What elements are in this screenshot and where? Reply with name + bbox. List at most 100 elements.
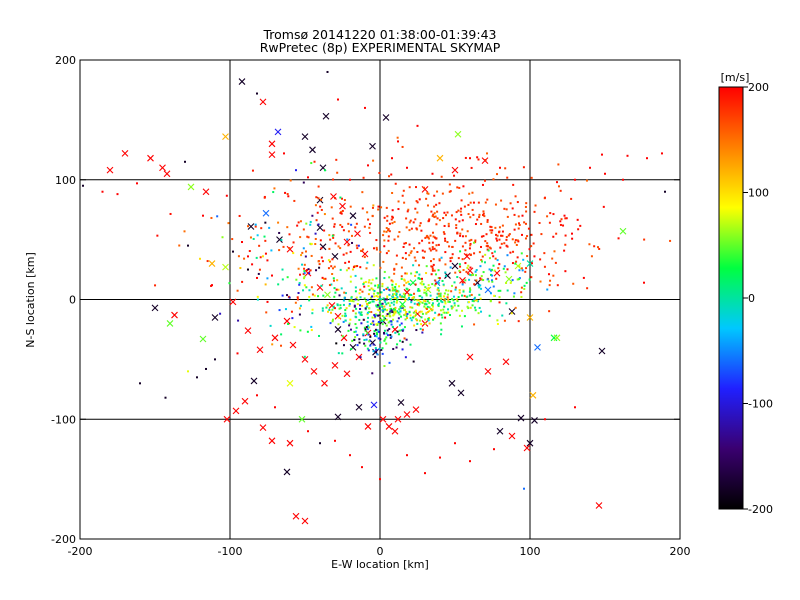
data-point-dot xyxy=(333,223,336,226)
data-point-dot xyxy=(468,287,471,290)
data-point-dot xyxy=(451,253,454,256)
data-point-dot xyxy=(403,326,406,329)
data-point-dot xyxy=(314,243,317,246)
data-point-x xyxy=(370,401,378,409)
data-point-dot xyxy=(331,320,334,323)
data-point-dot xyxy=(590,255,593,258)
data-point-dot xyxy=(457,257,460,260)
data-point-dot xyxy=(468,247,471,250)
data-point-dot xyxy=(490,273,493,276)
data-point-dot xyxy=(467,264,470,267)
data-point-dot xyxy=(391,280,394,283)
data-point-dot xyxy=(423,305,426,308)
data-point-dot xyxy=(358,338,361,341)
data-point-x xyxy=(526,439,534,447)
data-point-dot xyxy=(371,316,374,319)
data-point-dot xyxy=(408,254,411,257)
data-point-dot xyxy=(469,244,472,247)
data-point-dot xyxy=(544,418,546,421)
data-point-dot xyxy=(437,269,440,272)
data-point-dot xyxy=(363,285,366,288)
data-point-dot xyxy=(420,310,423,313)
data-point-dot xyxy=(485,233,488,236)
data-point-dot xyxy=(466,295,469,298)
data-point-dot xyxy=(383,329,386,332)
data-point-dot xyxy=(424,286,427,289)
data-point-dot xyxy=(401,256,404,259)
data-point-dot xyxy=(574,178,576,181)
data-point-x xyxy=(505,275,513,283)
data-point-dot xyxy=(325,306,328,309)
data-point-dot xyxy=(505,281,508,284)
data-point-dot xyxy=(469,216,472,219)
data-point-dot xyxy=(483,215,486,218)
data-point-dot xyxy=(362,318,365,321)
data-point-dot xyxy=(320,256,323,259)
data-point-dot xyxy=(437,295,440,298)
data-point-dot xyxy=(447,225,450,228)
data-point-dot xyxy=(440,313,443,316)
data-point-dot xyxy=(327,259,330,262)
data-point-dot xyxy=(411,306,414,309)
y-tick-label: 100 xyxy=(55,174,76,187)
data-point-dot xyxy=(458,186,461,189)
data-point-x xyxy=(187,183,195,191)
data-point-dot xyxy=(463,205,466,208)
data-point-dot xyxy=(520,252,523,255)
data-point-dot xyxy=(463,315,466,318)
data-point-dot xyxy=(481,183,484,186)
data-point-dot xyxy=(448,245,451,248)
data-point-dot xyxy=(417,299,420,302)
data-point-dot xyxy=(565,217,568,220)
data-point-dot xyxy=(461,228,464,231)
y-axis-label: N-S location [km] xyxy=(24,252,37,348)
data-point-dot xyxy=(403,314,406,317)
data-point-dot xyxy=(404,257,407,260)
data-point-dot xyxy=(428,218,431,221)
data-point-dot xyxy=(329,322,332,325)
data-point-dot xyxy=(422,256,425,259)
data-point-dot xyxy=(397,290,400,293)
data-point-dot xyxy=(378,284,381,287)
data-point-dot xyxy=(455,298,458,301)
data-point-dot xyxy=(428,301,431,304)
data-point-dot xyxy=(404,272,407,275)
data-point-dot xyxy=(271,343,274,346)
data-point-dot xyxy=(300,254,303,257)
data-point-dot xyxy=(390,320,393,323)
data-point-dot xyxy=(494,203,497,206)
data-point-dot xyxy=(368,311,371,314)
data-point-dot xyxy=(352,300,355,303)
data-point-dot xyxy=(344,261,347,264)
data-point-dot xyxy=(475,299,478,302)
data-point-dot xyxy=(367,281,370,284)
data-point-dot xyxy=(413,292,416,295)
data-point-dot xyxy=(646,157,648,160)
data-point-x xyxy=(382,114,390,121)
data-point-dot xyxy=(357,299,360,302)
data-point-dot xyxy=(360,277,363,280)
data-point-dot xyxy=(367,324,370,327)
data-point-dot xyxy=(486,152,489,155)
data-point-dot xyxy=(371,215,374,218)
data-point-dot xyxy=(344,309,347,312)
data-point-x xyxy=(250,377,258,385)
data-point-dot xyxy=(572,282,575,285)
data-point-dot xyxy=(265,311,268,314)
data-point-dot xyxy=(354,298,357,301)
data-point-dot xyxy=(489,229,492,232)
data-point-dot xyxy=(338,307,341,310)
colorbar-label: [m/s] xyxy=(721,71,750,84)
data-point-dot xyxy=(376,323,379,326)
data-point-dot xyxy=(418,242,421,245)
data-point-x xyxy=(444,272,451,279)
data-point-dot xyxy=(392,294,395,297)
data-point-dot xyxy=(395,346,398,349)
data-point-x xyxy=(322,112,330,120)
data-point-dot xyxy=(453,302,456,305)
data-point-dot xyxy=(518,269,521,272)
data-point-dot xyxy=(353,305,356,308)
data-point-dot xyxy=(557,185,560,188)
data-point-dot xyxy=(359,312,362,315)
data-point-dot xyxy=(460,207,463,210)
